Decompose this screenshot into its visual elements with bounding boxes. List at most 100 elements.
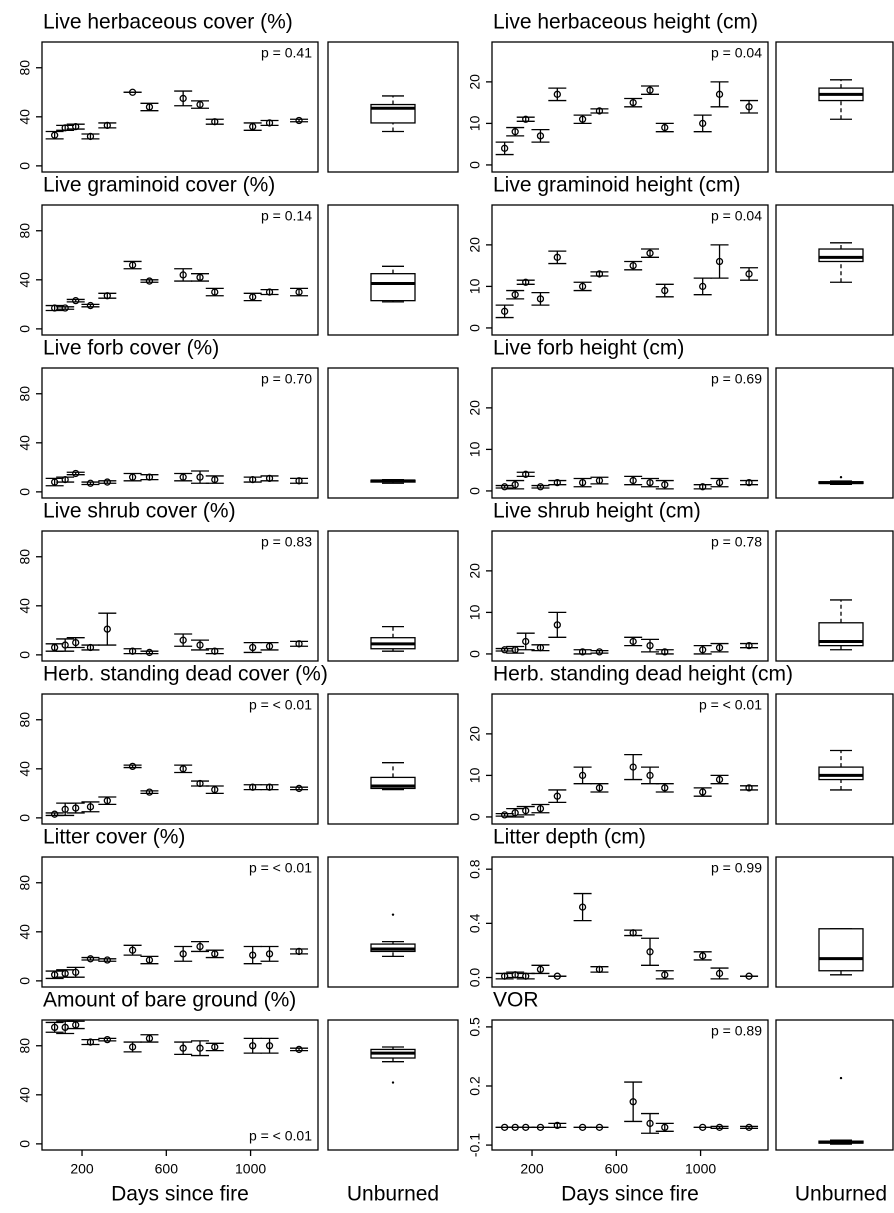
plot-frame [491, 204, 769, 336]
mean-point [553, 1121, 561, 1130]
mean-point [103, 625, 111, 633]
x-tick-label: 1000 [235, 1161, 266, 1177]
mean-point [249, 122, 257, 131]
box-frame [775, 41, 894, 173]
mean-point [500, 144, 509, 152]
mean-point [536, 132, 545, 140]
mean-point [295, 477, 303, 485]
mean-point [522, 470, 530, 478]
y-tick-label: 0 [467, 813, 483, 821]
mean-point [179, 765, 187, 773]
mean-point [715, 478, 724, 487]
mean-point [211, 118, 219, 126]
mean-point [249, 643, 257, 652]
mean-point [179, 94, 187, 103]
y-tick-label: 80 [17, 223, 33, 239]
mean-point [72, 638, 80, 647]
mean-point [595, 107, 604, 115]
mean-point [61, 475, 69, 484]
mean-point [522, 972, 530, 980]
p-value: p = 0.70 [261, 371, 312, 387]
mean-point [50, 304, 59, 312]
panel-title: Live graminoid height (cm) [493, 174, 740, 197]
plot-frame [41, 693, 319, 825]
mean-point [128, 473, 137, 481]
panel-title: VOR [493, 989, 539, 1012]
mean-point [522, 807, 530, 815]
panel-title: Live herbaceous cover (%) [43, 11, 293, 34]
mean-point [128, 261, 137, 269]
box-frame [775, 856, 894, 988]
mean-point [661, 648, 669, 656]
y-tick-label: 0 [467, 487, 483, 495]
panel-title: Amount of bare ground (%) [43, 989, 296, 1012]
mean-point [179, 950, 187, 958]
mean-point [50, 971, 59, 979]
mean-point [511, 291, 519, 299]
mean-point [196, 1044, 204, 1052]
mean-point [128, 88, 137, 96]
p-value: p = < 0.01 [699, 697, 762, 713]
mean-point [61, 969, 69, 978]
mean-point [745, 784, 753, 792]
mean-point [211, 950, 219, 958]
box [818, 622, 864, 647]
box-frame [327, 1019, 459, 1151]
mean-point [103, 797, 111, 805]
mean-point [211, 786, 219, 794]
mean-point [595, 476, 604, 485]
y-tick-label: 40 [17, 272, 33, 288]
y-tick-label: 0 [17, 1140, 33, 1148]
y-tick-label: 10 [467, 767, 483, 783]
y-tick-label: 80 [17, 875, 33, 891]
mean-point [265, 783, 274, 791]
outlier [839, 1076, 843, 1080]
mean-point [86, 301, 95, 310]
mean-point [295, 116, 303, 125]
mean-point [578, 1123, 587, 1131]
mean-point [595, 648, 604, 656]
y-tick-label: 40 [17, 1087, 33, 1103]
mean-point [128, 762, 137, 771]
panel-title: Herb. standing dead height (cm) [493, 663, 793, 686]
mean-point [536, 295, 545, 303]
y-tick-label: 10 [467, 278, 483, 294]
box-frame [327, 530, 459, 662]
mean-point [265, 1042, 274, 1050]
plot-frame [491, 693, 769, 825]
mean-point [646, 641, 654, 650]
mean-point [661, 971, 669, 979]
mean-point [629, 476, 637, 485]
y-tick-label: 80 [17, 1038, 33, 1054]
y-tick-label: 0 [467, 650, 483, 658]
mean-point [661, 123, 669, 132]
mean-point [745, 270, 753, 278]
y-tick-label: 40 [17, 109, 33, 125]
mean-point [578, 282, 587, 291]
mean-point [536, 804, 545, 813]
mean-point [578, 903, 587, 911]
p-value: p = 0.78 [711, 534, 762, 550]
mean-point [61, 805, 69, 813]
mean-point [265, 288, 274, 296]
box-frame [327, 693, 459, 825]
mean-point [578, 115, 587, 123]
mean-point [179, 271, 187, 279]
box [370, 273, 416, 302]
mean-point [629, 637, 637, 646]
mean-point [500, 483, 509, 491]
p-value: p = 0.89 [711, 1023, 762, 1039]
mean-point [629, 98, 637, 107]
p-value: p = 0.83 [261, 534, 312, 550]
mean-point [86, 479, 95, 487]
mean-point [249, 293, 257, 301]
y-tick-label: 20 [467, 74, 483, 90]
panel-title: Live forb height (cm) [493, 337, 684, 360]
x-tick-label: 200 [70, 1161, 94, 1177]
mean-point [536, 483, 545, 491]
plot-frame [41, 1019, 319, 1151]
p-value: p = < 0.01 [249, 860, 312, 876]
panel-title: Live shrub cover (%) [43, 500, 236, 523]
mean-point [145, 473, 154, 481]
